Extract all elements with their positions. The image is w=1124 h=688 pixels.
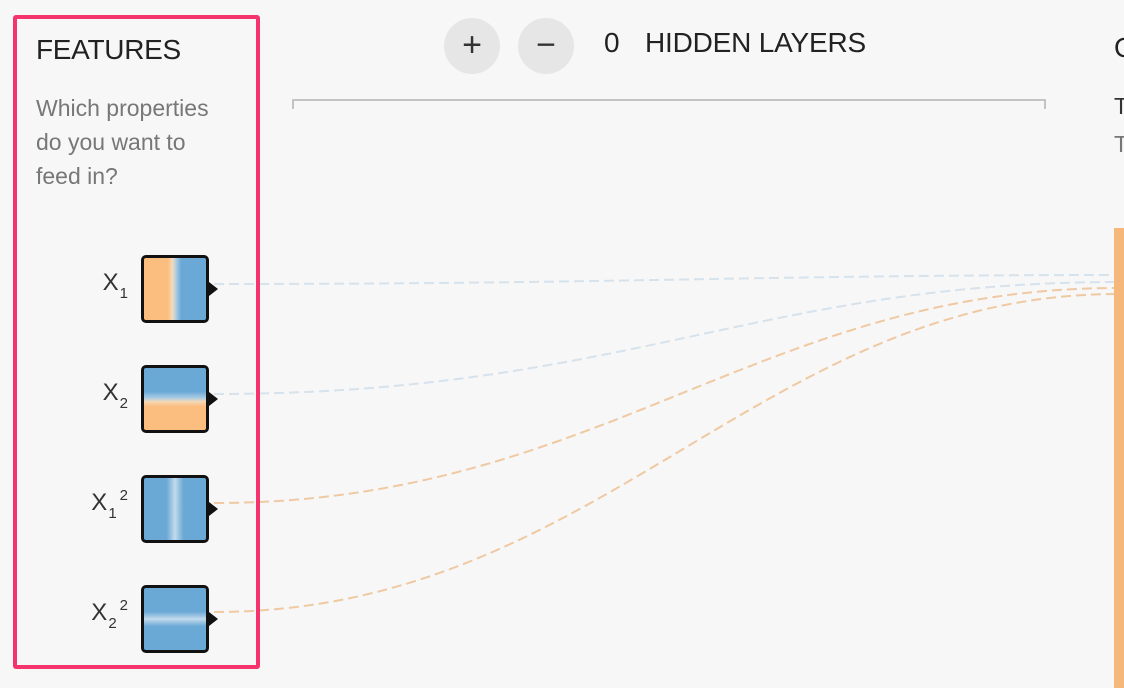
feature-output-arrow (209, 282, 218, 296)
feature-label-x1-squared: X12 (91, 487, 128, 522)
feature-row-x1: X1 (17, 255, 264, 323)
link-x2-output[interactable] (213, 281, 1119, 395)
features-title: FEATURES (36, 34, 181, 65)
features-description: Which properties do you want to feed in? (36, 95, 209, 189)
feature-label-subscript: 1 (108, 505, 117, 522)
remove-layer-button[interactable]: − (518, 18, 574, 74)
feature-row-x2-squared: X22 (17, 585, 264, 653)
feature-label-subscript: 1 (119, 285, 128, 302)
feature-node-x2-squared[interactable] (141, 585, 209, 653)
features-panel: FEATURES Which properties do you want to… (13, 15, 260, 669)
feature-label-subscript: 2 (119, 395, 128, 412)
feature-label-base: X (102, 269, 119, 296)
output-heatmap[interactable] (1114, 228, 1124, 688)
link-x1-output[interactable] (213, 274, 1119, 285)
feature-output-arrow (209, 612, 218, 626)
feature-label-x2: X2 (102, 379, 128, 412)
link-x2sq-output[interactable] (213, 293, 1119, 613)
link-x1sq-output[interactable] (213, 287, 1119, 504)
feature-output-arrow (209, 392, 218, 406)
hidden-layers-label: HIDDEN LAYERS (645, 27, 866, 58)
feature-row-x2: X2 (17, 365, 264, 433)
feature-row-x1-squared: X12 (17, 475, 264, 543)
hidden-layers-bracket (292, 99, 1046, 109)
output-title: O (1114, 32, 1124, 64)
feature-node-x1[interactable] (141, 255, 209, 323)
feature-node-x2[interactable] (141, 365, 209, 433)
feature-output-arrow (209, 502, 218, 516)
add-layer-button[interactable]: + (444, 18, 500, 74)
feature-label-x1: X1 (102, 269, 128, 302)
feature-label-base: X (91, 489, 108, 516)
feature-label-base: X (102, 379, 119, 406)
feature-label-superscript: 2 (119, 597, 128, 614)
feature-label-base: X (91, 599, 108, 626)
hidden-layers-count: 0 (604, 27, 620, 58)
output-training-loss: T (1114, 131, 1124, 157)
feature-label-subscript: 2 (108, 615, 117, 632)
feature-label-superscript: 2 (119, 487, 128, 504)
output-test-loss: T (1114, 93, 1124, 119)
feature-label-x2-squared: X22 (91, 597, 128, 632)
feature-node-x1-squared[interactable] (141, 475, 209, 543)
